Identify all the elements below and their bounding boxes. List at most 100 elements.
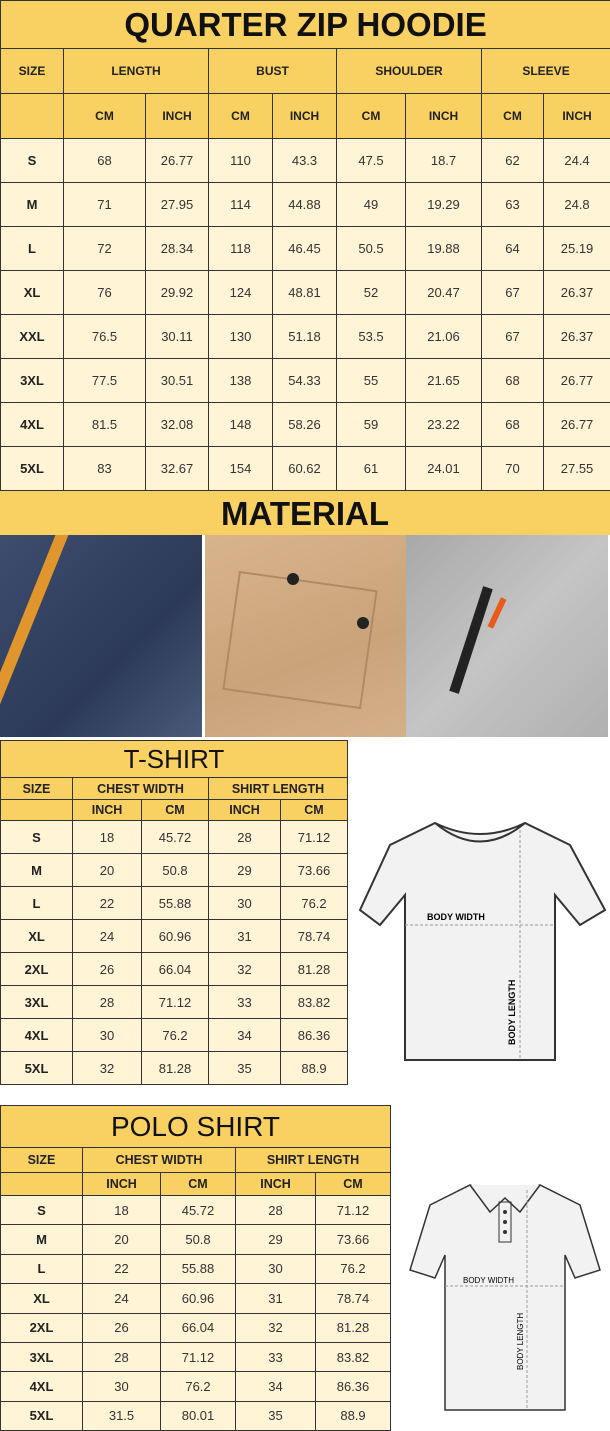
value-cell: 32 [73,1052,142,1085]
header-blank [1,800,73,821]
value-cell: 62 [482,139,544,183]
size-cell: L [1,1254,83,1283]
value-cell: 50.5 [337,227,406,271]
value-cell: 76 [64,271,146,315]
value-cell: 28 [236,1196,316,1225]
header-size: SIZE [1,49,64,94]
value-cell: 60.96 [161,1284,236,1313]
value-cell: 77.5 [64,359,146,403]
value-cell: 32 [236,1313,316,1342]
value-cell: 29.92 [146,271,209,315]
value-cell: 71.12 [161,1342,236,1371]
header-bust: BUST [209,49,337,94]
value-cell: 48.81 [273,271,337,315]
value-cell: 21.65 [406,359,482,403]
value-cell: 30 [209,887,281,920]
unit-header: INCH [236,1173,316,1196]
size-cell: XXL [1,315,64,359]
value-cell: 19.29 [406,183,482,227]
body-width-label: BODY WIDTH [427,912,485,922]
value-cell: 24.8 [544,183,610,227]
unit-header: CM [337,94,406,139]
value-cell: 78.74 [281,920,348,953]
unit-header: CM [64,94,146,139]
size-cell: L [1,887,73,920]
size-cell: XL [1,271,64,315]
polo-diagram: BODY WIDTH BODY LENGTH [405,1170,610,1420]
value-cell: 58.26 [273,403,337,447]
unit-header: INCH [406,94,482,139]
header-length: LENGTH [64,49,209,94]
value-cell: 54.33 [273,359,337,403]
value-cell: 22 [83,1254,161,1283]
value-cell: 118 [209,227,273,271]
value-cell: 71.12 [142,986,209,1019]
size-cell: L [1,227,64,271]
value-cell: 34 [209,1019,281,1052]
value-cell: 28 [209,821,281,854]
value-cell: 34 [236,1372,316,1401]
value-cell: 71.12 [281,821,348,854]
value-cell: 30 [83,1372,161,1401]
value-cell: 31 [209,920,281,953]
size-cell: 4XL [1,1019,73,1052]
value-cell: 60.62 [273,447,337,491]
unit-header: INCH [73,800,142,821]
value-cell: 18 [83,1196,161,1225]
value-cell: 81.28 [316,1313,391,1342]
material-title: MATERIAL [0,491,610,535]
value-cell: 30 [73,1019,142,1052]
value-cell: 83 [64,447,146,491]
size-cell: 5XL [1,447,64,491]
unit-header: CM [482,94,544,139]
value-cell: 29 [236,1225,316,1254]
value-cell: 46.45 [273,227,337,271]
header-size: SIZE [1,1148,83,1173]
size-cell: 2XL [1,1313,83,1342]
value-cell: 28 [73,986,142,1019]
value-cell: 66.04 [142,953,209,986]
value-cell: 31 [236,1284,316,1313]
size-cell: XL [1,920,73,953]
header-blank [1,94,64,139]
value-cell: 76.5 [64,315,146,359]
value-cell: 18 [73,821,142,854]
value-cell: 45.72 [161,1196,236,1225]
value-cell: 24.01 [406,447,482,491]
value-cell: 44.88 [273,183,337,227]
value-cell: 27.95 [146,183,209,227]
value-cell: 76.2 [142,1019,209,1052]
value-cell: 26.77 [146,139,209,183]
hoodie-size-table: QUARTER ZIP HOODIE SIZE LENGTH BUST SHOU… [0,0,610,491]
value-cell: 21.06 [406,315,482,359]
value-cell: 76.2 [316,1254,391,1283]
size-cell: 3XL [1,986,73,1019]
value-cell: 20 [73,854,142,887]
value-cell: 24 [83,1284,161,1313]
header-shirt-length: SHIRT LENGTH [236,1148,391,1173]
value-cell: 27.55 [544,447,610,491]
value-cell: 68 [64,139,146,183]
value-cell: 49 [337,183,406,227]
value-cell: 32.67 [146,447,209,491]
value-cell: 52 [337,271,406,315]
value-cell: 83.82 [316,1342,391,1371]
value-cell: 53.5 [337,315,406,359]
unit-header: CM [281,800,348,821]
unit-header: CM [316,1173,391,1196]
unit-header: CM [209,94,273,139]
value-cell: 23.22 [406,403,482,447]
value-cell: 26.77 [544,359,610,403]
value-cell: 22 [73,887,142,920]
